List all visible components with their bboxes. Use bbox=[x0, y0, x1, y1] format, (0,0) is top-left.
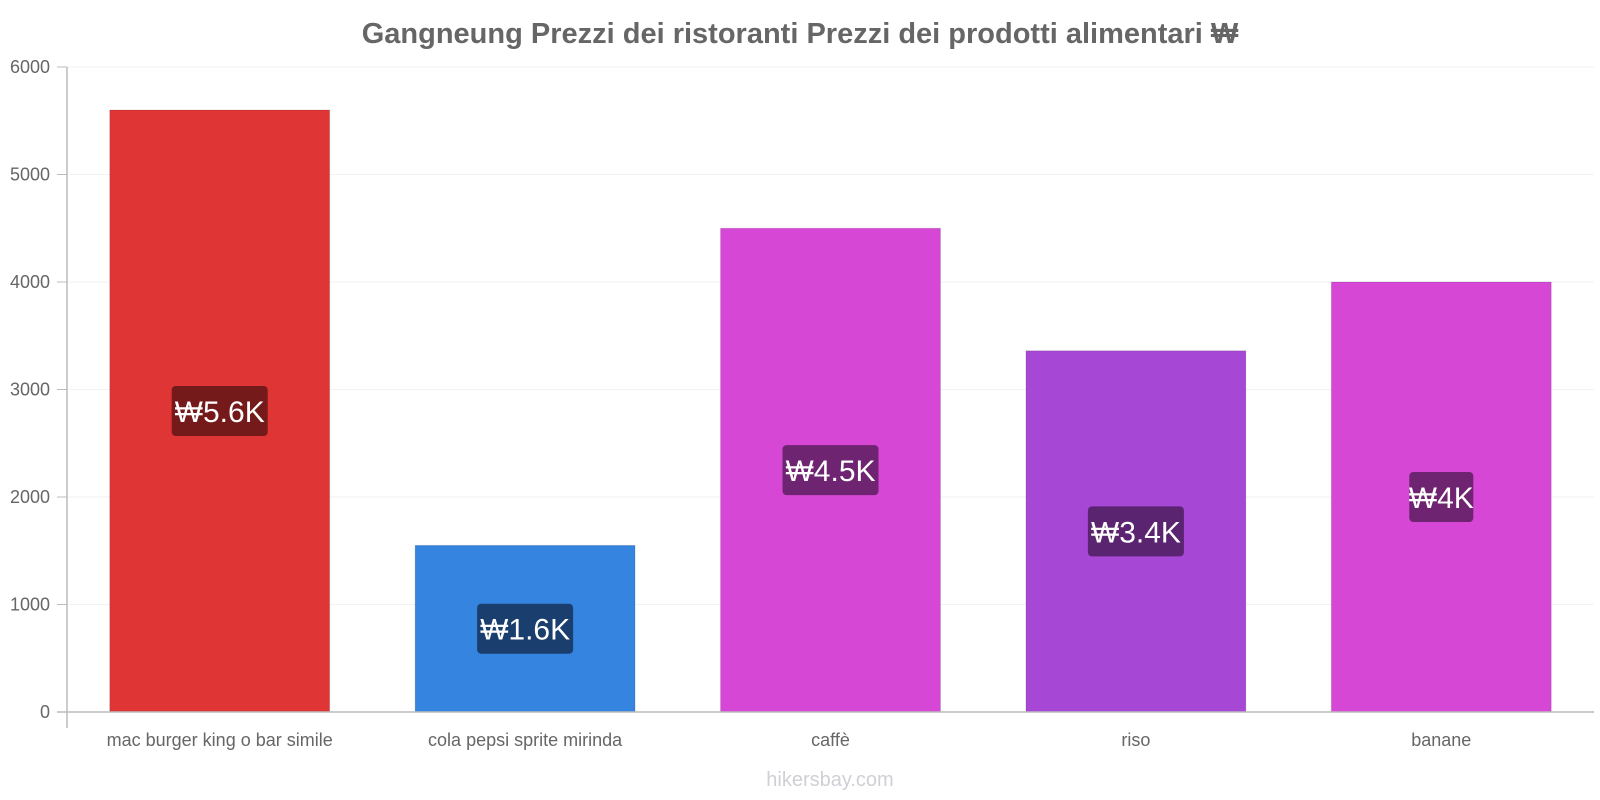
x-category-label: mac burger king o bar simile bbox=[107, 730, 333, 750]
bar-value-label-bg bbox=[1409, 472, 1474, 522]
x-category-label: riso bbox=[1121, 730, 1150, 750]
y-axis-ticks: 0 1000 2000 3000 4000 5000 6000 bbox=[10, 57, 67, 722]
y-tick-label: 5000 bbox=[10, 165, 50, 185]
bar-value-label-bg bbox=[477, 603, 574, 654]
bar-value-label-bg bbox=[171, 386, 268, 436]
bar-value-label: ₩5.6K bbox=[175, 396, 265, 429]
bars bbox=[109, 109, 1552, 713]
bar-value-label-bg bbox=[1087, 506, 1184, 557]
chart-title: Gangneung Prezzi dei ristoranti Prezzi d… bbox=[362, 18, 1239, 50]
x-category-label: banane bbox=[1411, 730, 1471, 750]
bar-value-label-bg bbox=[782, 445, 879, 496]
x-axis-labels: mac burger king o bar simile cola pepsi s… bbox=[107, 730, 1472, 750]
y-tick-label: 1000 bbox=[10, 595, 50, 615]
bar-value-label: ₩4.5K bbox=[785, 455, 875, 488]
x-category-label: caffè bbox=[811, 730, 850, 750]
y-tick-label: 3000 bbox=[10, 380, 50, 400]
site-credit: hikersbay.com bbox=[766, 769, 893, 791]
y-tick-label: 0 bbox=[40, 702, 50, 722]
value-labels: ₩5.6K ₩1.6K ₩4.5K ₩3.4K ₩4K bbox=[171, 386, 1474, 654]
y-tick-label: 4000 bbox=[10, 272, 50, 292]
y-tick-label: 2000 bbox=[10, 487, 50, 507]
bar-value-label: ₩1.6K bbox=[480, 614, 570, 647]
bar-value-label: ₩4K bbox=[1409, 482, 1474, 515]
y-tick-label: 6000 bbox=[10, 57, 50, 77]
bar-value-label: ₩3.4K bbox=[1091, 516, 1181, 549]
x-category-label: cola pepsi sprite mirinda bbox=[428, 730, 623, 750]
